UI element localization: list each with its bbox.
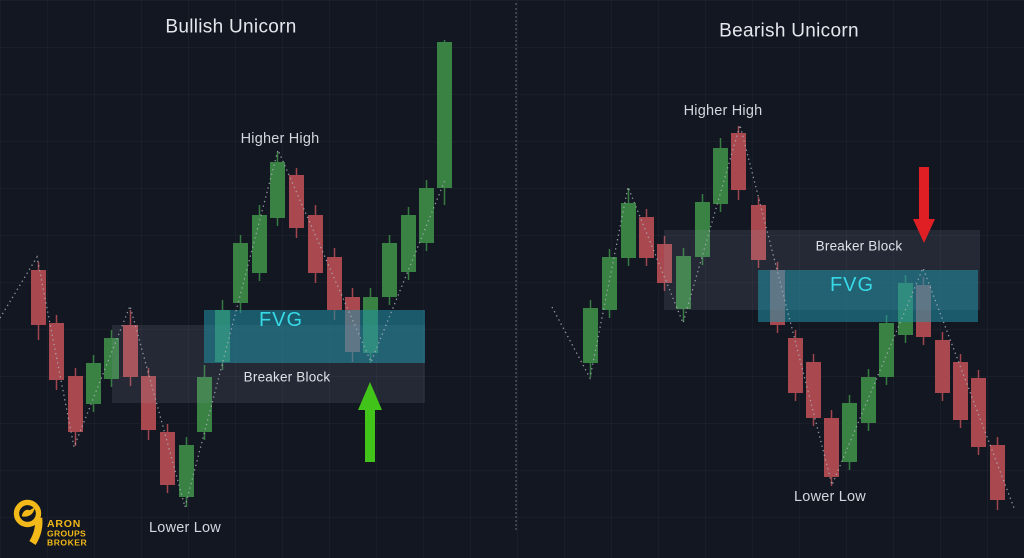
- bear-candle-body: [935, 340, 950, 393]
- bull-candle-body: [602, 257, 617, 310]
- bull-candle-body: [861, 377, 876, 423]
- bear-candle-body: [68, 376, 83, 432]
- bearish-higher-high-label: Higher High: [683, 102, 763, 119]
- aron-groups-logo: ARON GROUPS BROKER: [13, 499, 88, 548]
- logo-text-aron: ARON: [47, 518, 81, 530]
- fvg-zone: [758, 270, 978, 322]
- bear-candle-body: [990, 445, 1005, 500]
- bullish-panel-title: Bullish Unicorn: [165, 16, 297, 38]
- bear-candle-body: [953, 362, 968, 420]
- bear-candle-body: [657, 244, 672, 283]
- zigzag-swing-line: [0, 148, 446, 510]
- fvg-zone: [204, 310, 425, 363]
- bull-candle-body: [713, 148, 728, 204]
- bearish-lower-low-label: Lower Low: [794, 488, 866, 505]
- logo-bird-icon: [21, 507, 35, 517]
- bearish-breaker-block-label: Breaker Block: [815, 238, 903, 254]
- logo-nine-ring: [13, 499, 42, 528]
- bearish-panel-title: Bearish Unicorn: [719, 20, 859, 42]
- bull-candle-body: [104, 338, 119, 379]
- bull-candle-body: [401, 215, 416, 272]
- bullish-higher-high-label: Higher High: [240, 130, 320, 147]
- up-arrow: [358, 382, 382, 462]
- bull-candle-body: [621, 203, 636, 258]
- bear-candle-body: [751, 205, 766, 260]
- bullish-lower-low-label: Lower Low: [149, 519, 221, 536]
- logo-text-broker: BROKER: [47, 538, 88, 548]
- bull-candle-body: [270, 162, 285, 218]
- bull-candle-body: [419, 188, 434, 243]
- bear-candle-body: [971, 378, 986, 447]
- bearish-panel: [551, 122, 1015, 510]
- bullish-panel: [0, 40, 452, 510]
- bull-candle-body: [179, 445, 194, 497]
- bull-candle-body: [695, 202, 710, 257]
- bull-candle-body: [583, 308, 598, 363]
- bullish-breaker-block-label: Breaker Block: [243, 369, 331, 385]
- bullish-fvg-label: FVG: [258, 309, 304, 331]
- bull-candle-body: [437, 42, 452, 188]
- bear-candle-body: [639, 217, 654, 258]
- bear-candle-body: [824, 418, 839, 477]
- bull-candle-body: [252, 215, 267, 273]
- bear-candle-body: [289, 175, 304, 228]
- bear-candle-body: [788, 338, 803, 393]
- logo-nine-tail: [29, 517, 43, 545]
- bear-candle-body: [806, 362, 821, 418]
- bear-candle-body: [731, 133, 746, 190]
- bearish-fvg-label: FVG: [829, 274, 875, 296]
- bull-candle-body: [676, 256, 691, 309]
- bear-candle-body: [160, 432, 175, 485]
- bull-candle-body: [842, 403, 857, 462]
- logo-text-groups: GROUPS: [47, 529, 86, 539]
- bull-candle-body: [879, 323, 894, 377]
- down-arrow: [913, 167, 935, 243]
- bear-candle-body: [123, 325, 138, 377]
- bull-candle-body: [86, 363, 101, 404]
- bear-candle-body: [327, 257, 342, 310]
- zigzag-swing-line: [551, 122, 1015, 509]
- bull-candle-body: [382, 243, 397, 297]
- bear-candle-body: [49, 323, 64, 380]
- bear-candle-body: [31, 270, 46, 325]
- bull-candle-body: [197, 377, 212, 432]
- bear-candle-body: [308, 215, 323, 273]
- panel-divider: [515, 3, 517, 530]
- bull-candle-body: [233, 243, 248, 303]
